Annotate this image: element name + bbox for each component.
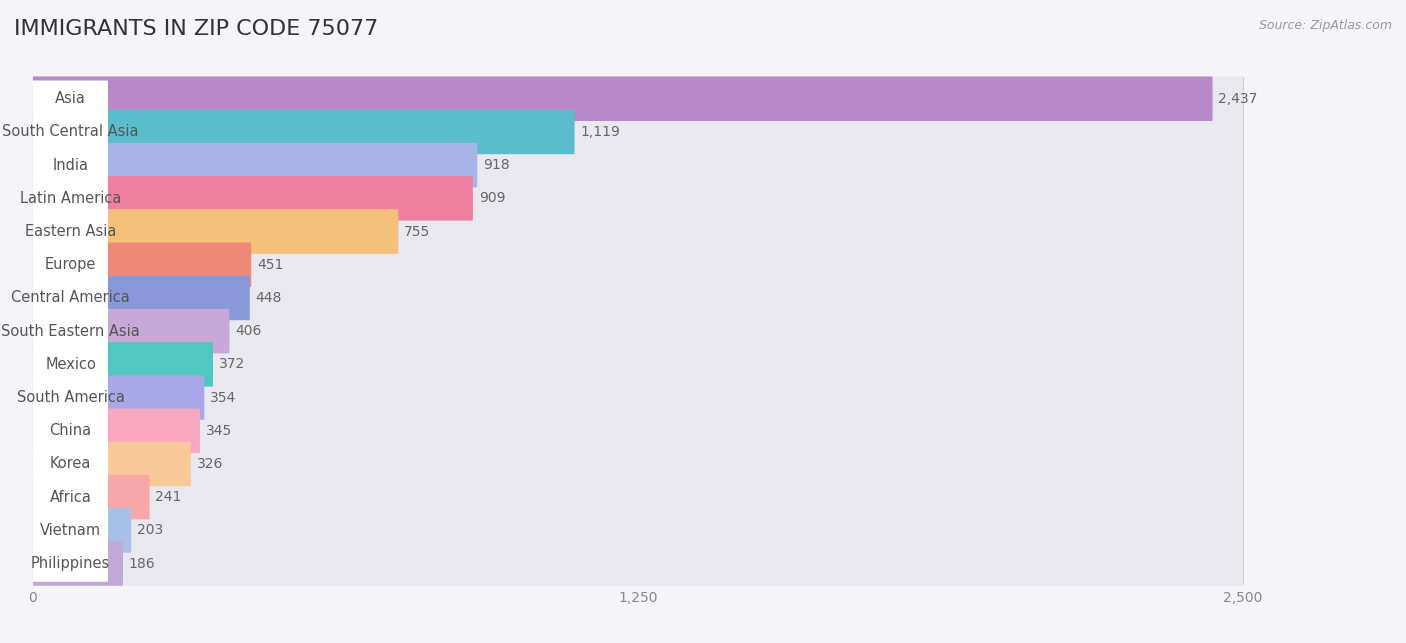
- FancyBboxPatch shape: [32, 342, 1243, 386]
- FancyBboxPatch shape: [32, 379, 108, 416]
- FancyBboxPatch shape: [32, 176, 1243, 221]
- FancyBboxPatch shape: [32, 408, 200, 453]
- FancyBboxPatch shape: [32, 541, 122, 586]
- FancyBboxPatch shape: [32, 309, 1243, 354]
- Text: 203: 203: [136, 523, 163, 538]
- FancyBboxPatch shape: [32, 346, 108, 383]
- Text: 372: 372: [219, 358, 245, 372]
- FancyBboxPatch shape: [32, 77, 1212, 121]
- Text: Eastern Asia: Eastern Asia: [25, 224, 117, 239]
- FancyBboxPatch shape: [32, 479, 108, 516]
- Text: Latin America: Latin America: [20, 191, 121, 206]
- FancyBboxPatch shape: [32, 442, 191, 486]
- Text: 1,119: 1,119: [581, 125, 620, 139]
- Text: Asia: Asia: [55, 91, 86, 106]
- Text: Mexico: Mexico: [45, 357, 96, 372]
- FancyBboxPatch shape: [32, 413, 108, 449]
- FancyBboxPatch shape: [32, 176, 472, 221]
- FancyBboxPatch shape: [32, 147, 108, 183]
- FancyBboxPatch shape: [32, 114, 108, 150]
- FancyBboxPatch shape: [32, 80, 108, 117]
- FancyBboxPatch shape: [32, 309, 229, 354]
- Text: Korea: Korea: [51, 457, 91, 471]
- FancyBboxPatch shape: [32, 180, 108, 217]
- FancyBboxPatch shape: [32, 376, 204, 420]
- FancyBboxPatch shape: [32, 143, 477, 187]
- Text: 451: 451: [257, 258, 284, 272]
- Text: South America: South America: [17, 390, 125, 405]
- Text: 909: 909: [478, 192, 505, 205]
- FancyBboxPatch shape: [32, 213, 108, 249]
- FancyBboxPatch shape: [32, 210, 398, 254]
- Text: 448: 448: [256, 291, 283, 305]
- FancyBboxPatch shape: [32, 442, 1243, 486]
- FancyBboxPatch shape: [32, 110, 1243, 154]
- FancyBboxPatch shape: [32, 446, 108, 482]
- FancyBboxPatch shape: [32, 210, 1243, 254]
- FancyBboxPatch shape: [32, 276, 250, 320]
- FancyBboxPatch shape: [32, 242, 252, 287]
- Text: Vietnam: Vietnam: [39, 523, 101, 538]
- FancyBboxPatch shape: [32, 545, 108, 582]
- FancyBboxPatch shape: [32, 242, 1243, 287]
- FancyBboxPatch shape: [32, 376, 1243, 420]
- Text: South Central Asia: South Central Asia: [3, 125, 139, 140]
- FancyBboxPatch shape: [32, 77, 1243, 121]
- Text: 406: 406: [235, 324, 262, 338]
- Text: South Eastern Asia: South Eastern Asia: [1, 323, 141, 339]
- FancyBboxPatch shape: [32, 342, 214, 386]
- Text: Source: ZipAtlas.com: Source: ZipAtlas.com: [1258, 19, 1392, 32]
- Text: 186: 186: [129, 557, 156, 570]
- FancyBboxPatch shape: [32, 276, 1243, 320]
- FancyBboxPatch shape: [32, 508, 131, 552]
- Text: India: India: [52, 158, 89, 172]
- FancyBboxPatch shape: [32, 475, 1243, 520]
- FancyBboxPatch shape: [32, 246, 108, 283]
- FancyBboxPatch shape: [32, 110, 575, 154]
- Text: 354: 354: [209, 390, 236, 404]
- Text: 345: 345: [205, 424, 232, 438]
- FancyBboxPatch shape: [32, 313, 108, 349]
- Text: 918: 918: [484, 158, 510, 172]
- FancyBboxPatch shape: [32, 143, 1243, 187]
- Text: Philippines: Philippines: [31, 556, 110, 571]
- Text: Africa: Africa: [49, 490, 91, 505]
- Text: China: China: [49, 423, 91, 439]
- Text: 241: 241: [156, 490, 181, 504]
- Text: Central America: Central America: [11, 291, 129, 305]
- FancyBboxPatch shape: [32, 475, 149, 520]
- FancyBboxPatch shape: [32, 508, 1243, 552]
- Text: Europe: Europe: [45, 257, 97, 272]
- FancyBboxPatch shape: [32, 280, 108, 316]
- Text: 755: 755: [404, 224, 430, 239]
- Text: 326: 326: [197, 457, 224, 471]
- Text: 2,437: 2,437: [1219, 92, 1258, 105]
- FancyBboxPatch shape: [32, 408, 1243, 453]
- Text: IMMIGRANTS IN ZIP CODE 75077: IMMIGRANTS IN ZIP CODE 75077: [14, 19, 378, 39]
- FancyBboxPatch shape: [32, 541, 1243, 586]
- FancyBboxPatch shape: [32, 512, 108, 548]
